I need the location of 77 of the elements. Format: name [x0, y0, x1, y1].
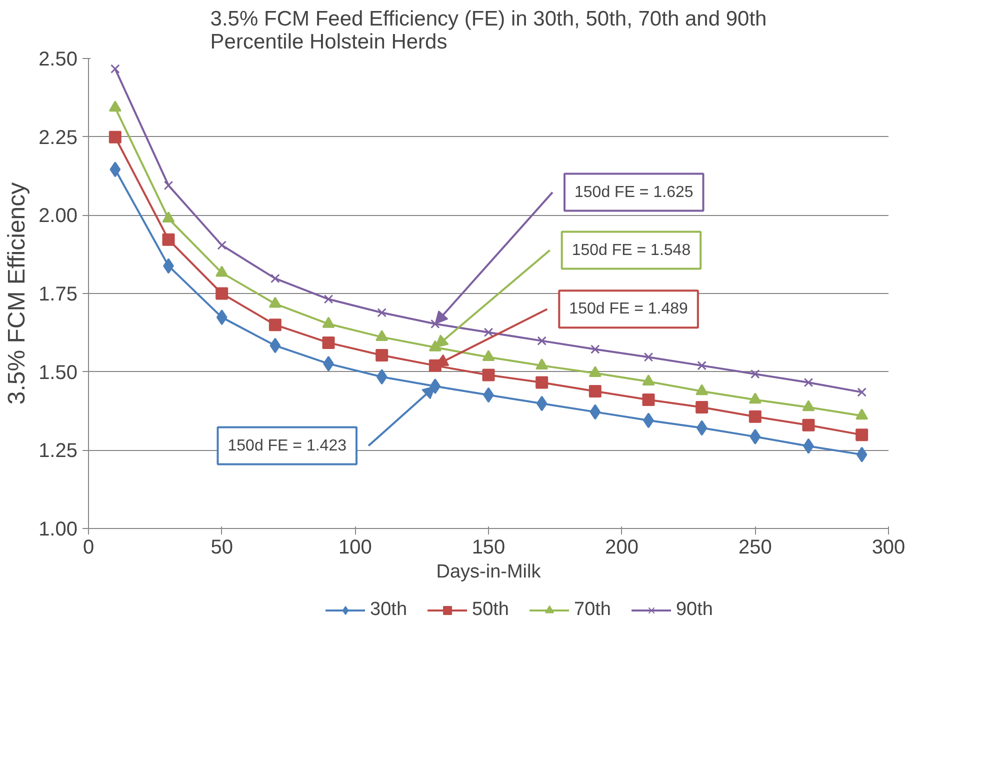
point [642, 374, 655, 386]
annotation: 150d FE = 1.423 [228, 437, 347, 454]
annotation: 150d FE = 1.625 [574, 184, 694, 201]
legend-label: 70th [574, 599, 611, 621]
point [536, 358, 548, 370]
point [536, 376, 548, 389]
chart-title: 3.5% FCM Feed Efficiency (FE) in 30th, 50th, 70th and 90th Percentile Holstein Herds [210, 8, 767, 54]
point [802, 418, 815, 432]
point [590, 344, 600, 354]
point [856, 428, 868, 442]
y-tick-label: 2.25 [38, 126, 78, 149]
point [216, 266, 228, 277]
point [162, 233, 175, 246]
point [108, 130, 122, 144]
point [216, 287, 228, 300]
legend-label: 30th [370, 599, 408, 621]
point [804, 378, 814, 388]
y-tick-label: 1.00 [38, 518, 78, 540]
point [322, 316, 335, 328]
point [644, 352, 654, 362]
point [588, 385, 602, 398]
point [802, 400, 815, 412]
point [376, 369, 388, 385]
point [696, 420, 708, 436]
point [324, 294, 334, 304]
y-axis-title: 3.5% FCM Efficiency [4, 182, 31, 405]
point [376, 330, 388, 341]
point [697, 360, 706, 370]
annotation: 150d FE = 1.548 [572, 242, 691, 259]
point [696, 400, 708, 414]
point [590, 404, 601, 420]
point [482, 368, 495, 382]
point [164, 180, 174, 190]
x-tick-label: 50 [210, 536, 233, 558]
x-tick-label: 250 [738, 536, 772, 558]
point [750, 369, 760, 379]
point [270, 338, 281, 354]
annotation: 150d FE = 1.489 [569, 300, 688, 318]
point [750, 428, 761, 444]
y-tick-label: 1.75 [38, 284, 78, 306]
point [696, 384, 708, 396]
point [377, 308, 386, 318]
point [162, 212, 175, 223]
point [537, 336, 546, 346]
x-tick-label: 0 [82, 536, 94, 558]
point [376, 348, 388, 362]
point [217, 240, 226, 250]
point [588, 366, 602, 378]
x-tick-label: 200 [605, 536, 639, 558]
point [270, 274, 280, 284]
point [536, 396, 548, 412]
point [268, 296, 282, 308]
x-tick-label: 300 [872, 536, 906, 558]
point [484, 328, 494, 337]
point [108, 100, 122, 112]
x-axis-title: Days-in-Milk [436, 562, 542, 582]
legend-label: 50th [472, 599, 509, 621]
y-tick-label: 1.25 [38, 440, 78, 462]
x-tick-label: 100 [338, 536, 372, 558]
x-tick-label: 150 [472, 536, 506, 558]
point [110, 64, 120, 74]
point [430, 319, 440, 329]
point [110, 162, 121, 178]
point [322, 336, 335, 349]
point [482, 350, 495, 362]
point [857, 388, 866, 397]
y-tick-label: 2.00 [38, 205, 78, 228]
legend-label: 90th [676, 599, 713, 621]
point [748, 392, 762, 404]
y-tick-label: 2.50 [38, 48, 78, 70]
y-tick-label: 1.50 [38, 362, 78, 384]
point [748, 410, 762, 423]
point [856, 408, 868, 420]
point [856, 446, 868, 462]
point [642, 393, 655, 406]
point [216, 310, 228, 326]
point [268, 318, 282, 332]
